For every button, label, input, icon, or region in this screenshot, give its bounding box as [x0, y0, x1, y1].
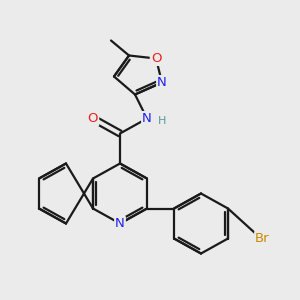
Text: O: O — [151, 52, 161, 65]
Text: N: N — [142, 112, 152, 125]
Text: Br: Br — [255, 232, 270, 245]
Text: O: O — [88, 112, 98, 125]
Text: N: N — [115, 217, 125, 230]
Text: N: N — [157, 76, 167, 89]
Text: H: H — [158, 116, 166, 127]
